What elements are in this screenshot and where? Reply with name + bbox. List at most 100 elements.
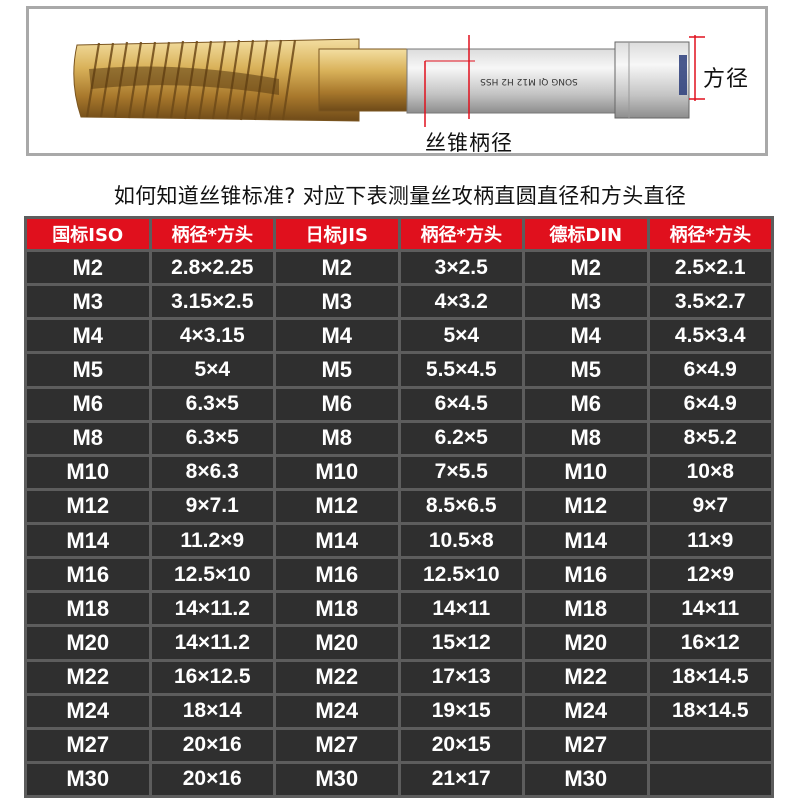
cell-din-size: M6: [525, 388, 647, 420]
cell-iso-dims: 8×6.3: [151, 456, 273, 488]
cell-iso-dims: 3.15×2.5: [151, 286, 273, 318]
cell-jis-dims: 10.5×8: [400, 525, 522, 557]
header-din: 德标DIN: [525, 219, 647, 249]
cell-iso-size: M5: [27, 354, 149, 386]
cell-din-dims: 4.5×3.4: [649, 320, 771, 352]
cell-iso-size: M8: [27, 422, 149, 454]
cell-jis-size: M16: [276, 559, 398, 591]
header-iso-dims: 柄径*方头: [151, 219, 273, 249]
cell-iso-dims: 6.3×5: [151, 388, 273, 420]
cell-iso-dims: 2.8×2.25: [151, 252, 273, 284]
cell-din-size: M20: [525, 627, 647, 659]
cell-din-dims: 2.5×2.1: [649, 252, 771, 284]
cell-iso-size: M12: [27, 490, 149, 522]
table-row: M20 14×11.2 M20 15×12 M20 16×12: [27, 627, 771, 659]
cell-din-size: M12: [525, 490, 647, 522]
cell-din-dims: 8×5.2: [649, 422, 771, 454]
table-row: M5 5×4 M5 5.5×4.5 M5 6×4.9: [27, 354, 771, 386]
cell-jis-size: M24: [276, 695, 398, 727]
cell-jis-size: M30: [276, 763, 398, 795]
cell-iso-size: M2: [27, 252, 149, 284]
cell-iso-size: M18: [27, 593, 149, 625]
cell-din-size: M22: [525, 661, 647, 693]
cell-jis-size: M18: [276, 593, 398, 625]
cell-din-size: M30: [525, 763, 647, 795]
cell-iso-dims: 20×16: [151, 729, 273, 761]
cell-din-size: M8: [525, 422, 647, 454]
header-jis: 日标JIS: [276, 219, 398, 249]
cell-jis-size: M27: [276, 729, 398, 761]
cell-din-dims: 16×12: [649, 627, 771, 659]
cell-jis-dims: 6×4.5: [400, 388, 522, 420]
cell-din-dims: 10×8: [649, 456, 771, 488]
cell-iso-size: M16: [27, 559, 149, 591]
cell-iso-dims: 14×11.2: [151, 593, 273, 625]
header-din-dims: 柄径*方头: [649, 219, 771, 249]
cell-iso-size: M14: [27, 525, 149, 557]
cell-jis-dims: 5×4: [400, 320, 522, 352]
cell-jis-dims: 12.5×10: [400, 559, 522, 591]
cell-jis-size: M4: [276, 320, 398, 352]
table-row: M24 18×14 M24 19×15 M24 18×14.5: [27, 695, 771, 727]
cell-din-size: M16: [525, 559, 647, 591]
cell-iso-size: M24: [27, 695, 149, 727]
cell-jis-dims: 3×2.5: [400, 252, 522, 284]
shank-diameter-label: 丝锥柄径: [425, 131, 513, 155]
cell-iso-size: M10: [27, 456, 149, 488]
cell-iso-dims: 18×14: [151, 695, 273, 727]
cell-jis-size: M20: [276, 627, 398, 659]
cell-jis-dims: 20×15: [400, 729, 522, 761]
tap-engraving: SONG QI M12 H2 HSS: [480, 76, 578, 86]
table-row: M2 2.8×2.25 M2 3×2.5 M2 2.5×2.1: [27, 252, 771, 284]
cell-din-size: M18: [525, 593, 647, 625]
cell-iso-dims: 20×16: [151, 763, 273, 795]
cell-iso-dims: 9×7.1: [151, 490, 273, 522]
cell-din-size: M27: [525, 729, 647, 761]
table-row: M10 8×6.3 M10 7×5.5 M10 10×8: [27, 456, 771, 488]
cell-din-dims: [649, 763, 771, 795]
cell-iso-dims: 6.3×5: [151, 422, 273, 454]
cell-jis-dims: 8.5×6.5: [400, 490, 522, 522]
cell-jis-size: M2: [276, 252, 398, 284]
cell-din-size: M5: [525, 354, 647, 386]
cell-iso-size: M22: [27, 661, 149, 693]
cell-iso-size: M6: [27, 388, 149, 420]
cell-din-size: M14: [525, 525, 647, 557]
cell-din-size: M3: [525, 286, 647, 318]
table-body: M2 2.8×2.25 M2 3×2.5 M2 2.5×2.1 M3 3.15×2.5 M3 4×…: [27, 252, 771, 795]
cell-iso-dims: 4×3.15: [151, 320, 273, 352]
cell-din-dims: 18×14.5: [649, 695, 771, 727]
cell-jis-size: M6: [276, 388, 398, 420]
cell-din-dims: 12×9: [649, 559, 771, 591]
cell-din-dims: 18×14.5: [649, 661, 771, 693]
cell-jis-dims: 17×13: [400, 661, 522, 693]
page-title: 如何知道丝锥标准? 对应下表测量丝攻柄直圆直径和方头直径: [113, 184, 687, 208]
cell-din-dims: 14×11: [649, 593, 771, 625]
header-jis-dims: 柄径*方头: [400, 219, 522, 249]
table-row: M6 6.3×5 M6 6×4.5 M6 6×4.9: [27, 388, 771, 420]
header-iso: 国标ISO: [27, 219, 149, 249]
cell-jis-size: M10: [276, 456, 398, 488]
cell-jis-size: M5: [276, 354, 398, 386]
table-row: M8 6.3×5 M8 6.2×5 M8 8×5.2: [27, 422, 771, 454]
cell-din-size: M24: [525, 695, 647, 727]
cell-jis-dims: 4×3.2: [400, 286, 522, 318]
cell-jis-dims: 19×15: [400, 695, 522, 727]
table-row: M3 3.15×2.5 M3 4×3.2 M3 3.5×2.7: [27, 286, 771, 318]
table-row: M16 12.5×10 M16 12.5×10 M16 12×9: [27, 559, 771, 591]
cell-jis-size: M8: [276, 422, 398, 454]
spiral-tap-image: SONG QI M12 H2 HSS: [73, 35, 705, 127]
cell-jis-dims: 6.2×5: [400, 422, 522, 454]
cell-jis-dims: 21×17: [400, 763, 522, 795]
cell-iso-dims: 11.2×9: [151, 525, 273, 557]
cell-din-dims: 3.5×2.7: [649, 286, 771, 318]
cell-jis-dims: 14×11: [400, 593, 522, 625]
cell-jis-size: M22: [276, 661, 398, 693]
table-row: M22 16×12.5 M22 17×13 M22 18×14.5: [27, 661, 771, 693]
cell-jis-dims: 5.5×4.5: [400, 354, 522, 386]
table-row: M14 11.2×9 M14 10.5×8 M14 11×9: [27, 525, 771, 557]
cell-din-size: M4: [525, 320, 647, 352]
cell-iso-size: M27: [27, 729, 149, 761]
square-head-label: 方径: [703, 67, 750, 92]
cell-iso-dims: 12.5×10: [151, 559, 273, 591]
